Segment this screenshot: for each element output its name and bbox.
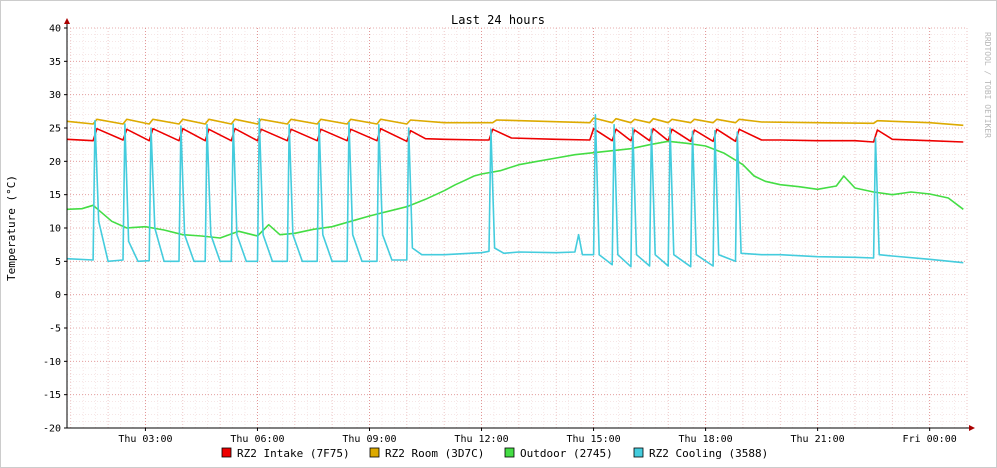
legend-label-2: RZ2 Room (3D7C)	[385, 447, 484, 460]
y-tick-label: -5	[49, 324, 61, 335]
y-axis-label: Temperature (°C)	[5, 175, 18, 281]
series-line-3	[66, 140, 964, 239]
x-tick-label: Thu 09:00	[342, 434, 396, 445]
legend-swatch-2	[369, 447, 380, 458]
x-tick-label: Fri 00:00	[903, 434, 957, 445]
legend-label-1: RZ2 Intake (7F75)	[237, 447, 350, 460]
x-axis-arrow	[969, 425, 975, 431]
watermark-text: RRDTOOL / TOBI OETIKER	[983, 32, 992, 138]
series-line-2	[66, 117, 964, 127]
legend-label-3: Outdoor (2745)	[520, 447, 613, 460]
y-tick-label: 20	[49, 157, 61, 168]
series-line-4	[66, 113, 964, 268]
y-tick-label: 35	[49, 57, 61, 68]
legend: RZ2 Intake (7F75) RZ2 Room (3D7C) Outdoor …	[221, 447, 768, 460]
x-axis-ticks: Thu 03:00 Thu 06:00 Thu 09:00 Thu 12:00 Thu …	[118, 428, 957, 445]
y-tick-label: 5	[55, 257, 61, 268]
y-tick-label: 15	[49, 190, 61, 201]
y-tick-label: -20	[43, 424, 61, 435]
axes	[64, 18, 975, 431]
y-tick-label: 0	[55, 290, 61, 301]
legend-swatch-3	[504, 447, 515, 458]
x-tick-label: Thu 03:00	[118, 434, 172, 445]
legend-swatch-4	[633, 447, 644, 458]
x-tick-label: Thu 06:00	[230, 434, 284, 445]
legend-label-4: RZ2 Cooling (3588)	[649, 447, 768, 460]
y-axis-arrow	[64, 18, 70, 24]
y-tick-label: 40	[49, 24, 61, 35]
chart-title: Last 24 hours	[451, 13, 545, 27]
series-lines	[66, 113, 964, 268]
y-tick-label: -10	[43, 357, 61, 368]
x-tick-label: Thu 12:00	[454, 434, 508, 445]
x-tick-label: Thu 18:00	[678, 434, 732, 445]
grid	[67, 27, 968, 429]
legend-swatch-1	[221, 447, 232, 458]
y-tick-label: -15	[43, 390, 61, 401]
x-tick-label: Thu 21:00	[791, 434, 845, 445]
y-tick-label: 25	[49, 124, 61, 135]
y-tick-label: 10	[49, 224, 61, 235]
y-tick-label: 30	[49, 90, 61, 101]
x-tick-label: Thu 15:00	[566, 434, 620, 445]
